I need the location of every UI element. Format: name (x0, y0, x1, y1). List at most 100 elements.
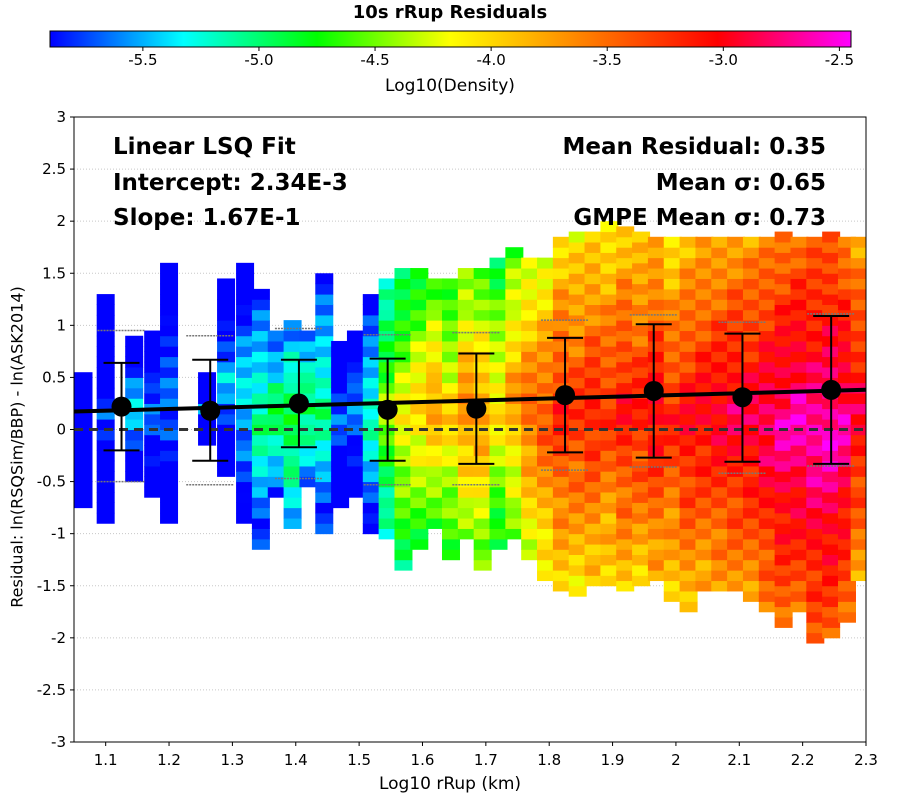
density-cell (552, 309, 571, 321)
density-cell (584, 502, 603, 514)
density-cell (251, 393, 270, 404)
density-cell (632, 252, 651, 264)
density-cell (758, 445, 777, 457)
density-cell (457, 351, 476, 363)
density-cell (837, 330, 856, 342)
density-cell (647, 403, 666, 415)
x-tick-label: 1.3 (220, 751, 244, 769)
density-cell (315, 419, 334, 430)
density-cell (236, 450, 255, 462)
density-cell (711, 382, 730, 394)
density-cell (679, 455, 698, 467)
density-cell (144, 434, 163, 446)
density-cell (473, 528, 492, 540)
mean-sigma-annotation: Mean σ: 0.65 (656, 170, 826, 196)
density-cell (489, 486, 508, 498)
density-cell (679, 403, 698, 415)
density-cell (552, 257, 571, 269)
density-cell (837, 340, 856, 352)
density-cell (616, 393, 635, 404)
density-cell (850, 268, 866, 279)
density-cell (632, 367, 651, 378)
density-cell (790, 288, 809, 300)
density-cell (144, 455, 163, 467)
density-cell (267, 372, 286, 384)
density-cell (790, 455, 809, 467)
density-cell (489, 413, 508, 425)
density-cell (378, 465, 397, 477)
density-cell (362, 377, 381, 389)
density-cell (489, 476, 508, 488)
density-cell (489, 528, 508, 540)
density-cell (236, 314, 255, 326)
density-cell (331, 372, 350, 384)
density-cell (521, 403, 540, 415)
density-cell (473, 268, 492, 279)
x-tick-label: 2 (671, 751, 681, 769)
density-cell (584, 554, 603, 566)
density-cell (521, 309, 540, 321)
density-cell (711, 278, 730, 290)
density-cell (568, 533, 587, 545)
density-cell (236, 294, 255, 305)
density-cell (346, 340, 365, 352)
density-cell (632, 377, 651, 389)
density-cell (679, 570, 698, 582)
density-cell (568, 439, 587, 451)
density-cell (679, 507, 698, 519)
density-cell (727, 538, 746, 550)
density-cell (850, 497, 866, 509)
density-cell (568, 231, 587, 243)
density-cell (394, 403, 413, 415)
density-cell (695, 330, 714, 342)
density-cell (742, 268, 761, 279)
density-cell (727, 247, 746, 259)
density-cell (394, 434, 413, 446)
density-cell (695, 299, 714, 311)
density-cell (837, 497, 856, 509)
density-cell (489, 351, 508, 363)
density-cell (251, 455, 270, 467)
density-cell (584, 564, 603, 576)
y-tick-label: -3 (51, 733, 66, 751)
density-cell (568, 252, 587, 264)
density-cell (663, 476, 682, 488)
density-cell (600, 544, 619, 555)
density-cell (600, 356, 619, 368)
density-cell (727, 320, 746, 332)
density-cell (695, 236, 714, 248)
density-cell (774, 564, 793, 576)
density-cell (236, 283, 255, 295)
density-cell (774, 398, 793, 410)
density-cell (299, 403, 318, 415)
density-cell (489, 455, 508, 467)
density-cell (837, 288, 856, 300)
density-cell (160, 273, 179, 285)
density-cell (806, 299, 825, 311)
density-cell (742, 361, 761, 373)
density-cell (552, 445, 571, 457)
density-cell (632, 273, 651, 285)
density-cell (850, 486, 866, 498)
density-cell (679, 528, 698, 540)
slope-annotation: Slope: 1.67E-1 (113, 205, 301, 231)
density-cell (74, 424, 93, 436)
density-cell (521, 497, 540, 509)
density-cell (584, 304, 603, 316)
density-cell (362, 502, 381, 514)
density-cell (217, 393, 236, 404)
density-cell (283, 320, 302, 332)
density-cell (632, 502, 651, 514)
density-cell (410, 309, 429, 321)
density-cell (217, 445, 236, 457)
density-cell (758, 320, 777, 332)
density-cell (850, 403, 866, 415)
density-cell (727, 445, 746, 457)
density-cell (489, 445, 508, 457)
density-cell (217, 340, 236, 352)
density-cell (758, 351, 777, 363)
density-cell (489, 268, 508, 279)
density-cell (742, 330, 761, 342)
density-cell (584, 346, 603, 358)
density-cell (616, 247, 635, 259)
